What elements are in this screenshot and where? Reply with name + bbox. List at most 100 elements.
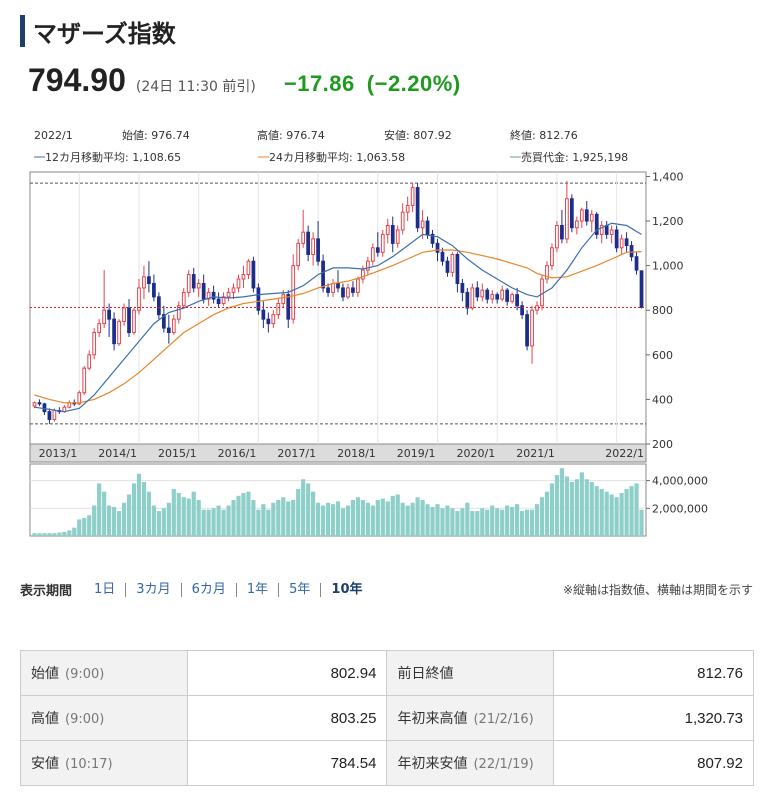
stat-label: 年初来高値 [397, 711, 468, 727]
page-header: マザーズ指数 [20, 14, 176, 48]
volume-bar [340, 508, 346, 536]
volume-bar [47, 533, 52, 536]
candle-body [495, 294, 500, 300]
volume-bar [435, 504, 440, 536]
volume-bar [450, 508, 455, 536]
candle-body [122, 307, 126, 322]
info-high: 高値: 976.74 [257, 128, 325, 142]
x-tick-label: 2020/1 [457, 447, 496, 460]
volume-bar [271, 502, 276, 536]
volume-bar [395, 494, 400, 536]
period-option-1d[interactable]: 1日 [94, 581, 116, 597]
candle-body [450, 253, 455, 273]
volume-bar [256, 509, 261, 536]
volume-bar [520, 511, 525, 536]
volume-bar [510, 506, 515, 536]
volume-bar [276, 500, 281, 536]
candle-body [97, 323, 102, 334]
volume-bar [116, 511, 122, 536]
volume-bar [181, 497, 186, 536]
period-option-3m[interactable]: 3カ月 [125, 582, 180, 597]
volume-bar [594, 486, 599, 536]
current-price: 794.90 [28, 62, 126, 98]
volume-bar [609, 494, 614, 536]
candle-body [336, 282, 340, 289]
volume-bar [345, 505, 351, 536]
volume-bar [445, 505, 450, 536]
volume-bar [589, 482, 594, 536]
candle-body [166, 327, 171, 334]
volume-bar [385, 501, 390, 536]
candle-body [380, 233, 385, 253]
candle-body [311, 238, 315, 255]
candle-body [211, 291, 216, 300]
index-chart: 2022/1 始値: 976.74 高値: 976.74 安値: 807.92 終値: … [29, 128, 708, 537]
candle-body [505, 289, 510, 302]
volume-bar [286, 501, 291, 536]
volume-bar [241, 493, 246, 536]
candle-body [545, 265, 549, 280]
candle-body [127, 307, 131, 334]
candle-body [301, 231, 306, 244]
volume-bar [52, 533, 57, 536]
table-row: 始値 (9:00) 802.94 前日終値 812.76 [20, 650, 754, 696]
candle-body [181, 291, 186, 307]
ma24-line [34, 249, 642, 404]
stat-key: 年初来安値 (22/1/19) [386, 740, 555, 786]
x-tick-label: 2017/1 [277, 447, 316, 460]
volume-bar [529, 509, 535, 536]
stat-label: 前日終値 [397, 666, 454, 682]
candle-body [525, 314, 529, 347]
volume-bar [460, 508, 465, 536]
candle-body [619, 238, 624, 249]
volume-bar [480, 508, 485, 536]
volume-bar [335, 501, 341, 536]
info-ma12: 12カ月移動平均: 1,108.65 [45, 150, 181, 164]
volume-bar [614, 497, 619, 536]
candle-body [42, 403, 47, 413]
candle-body [470, 287, 475, 309]
candle-body [341, 287, 345, 298]
volume-bar [57, 532, 62, 536]
candle-body [256, 287, 261, 311]
volume-bar [82, 518, 87, 536]
y-tick-label: 1,200 [652, 215, 684, 228]
volume-bar [92, 505, 97, 536]
volume-bar [291, 500, 296, 536]
candle-body [460, 282, 465, 293]
volume-bar [350, 500, 356, 536]
volume-bar [266, 509, 271, 536]
volume-bar [166, 502, 171, 536]
period-option-1y[interactable]: 1年 [235, 582, 278, 597]
volume-bar [246, 491, 251, 536]
table-row: 安値 (10:17) 784.54 年初来安値 (22/1/19) 807.92 [20, 740, 754, 786]
candle-body [510, 294, 515, 302]
candle-body [614, 229, 619, 249]
period-selector: 表示期間 1日 3カ月 6カ月 1年 5年 10年 [20, 580, 373, 599]
volume-bar [316, 502, 321, 536]
candle-body [480, 289, 485, 298]
period-option-6m[interactable]: 6カ月 [180, 582, 236, 597]
volume-bar [201, 509, 206, 536]
candle-body [201, 282, 206, 300]
info-open: 始値: 976.74 [122, 128, 190, 142]
candle-body [415, 187, 420, 229]
candle-body [520, 305, 524, 316]
y-tick-label: 1,000 [652, 260, 684, 273]
volume-bar [37, 533, 42, 536]
volume-bar [231, 500, 236, 536]
y-tick-label: 600 [652, 349, 673, 362]
volume-bar [176, 493, 181, 536]
volume-bar [515, 504, 520, 536]
period-option-10y[interactable]: 10年 [320, 582, 372, 597]
x-tick-label: 2022/1 [605, 447, 644, 460]
period-option-5y[interactable]: 5年 [278, 582, 320, 597]
volume-bar [634, 483, 639, 536]
candle-body [385, 225, 390, 235]
volume-bar [191, 491, 196, 536]
candle-body [286, 294, 291, 320]
x-tick-label: 2015/1 [158, 447, 197, 460]
volume-bar [534, 504, 540, 536]
candle-body [147, 276, 151, 284]
candle-body [574, 220, 579, 229]
